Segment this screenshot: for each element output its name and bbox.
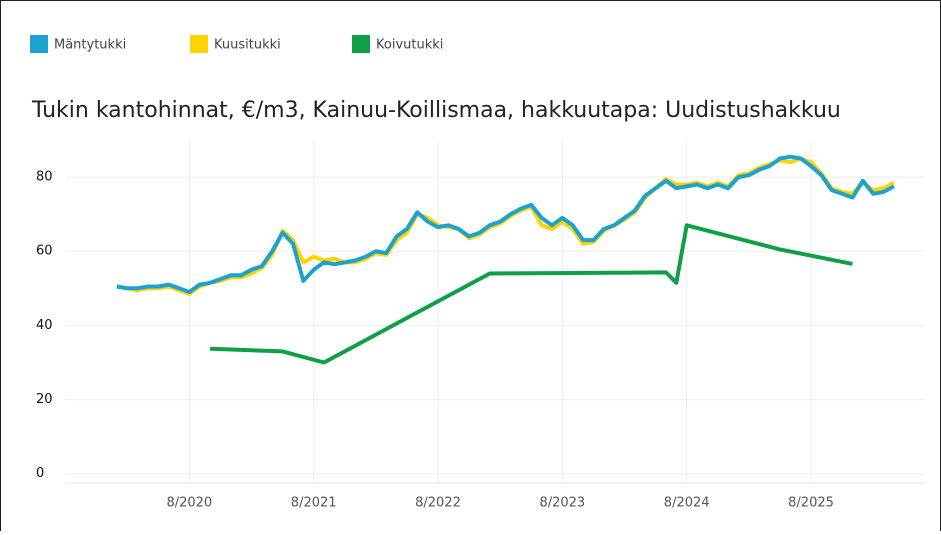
x-tick-label: 8/2025 [788, 496, 834, 511]
legend-swatch [30, 35, 48, 53]
legend-label: Mäntytukki [54, 38, 126, 53]
x-tick-label: 8/2021 [291, 496, 337, 511]
legend-label: Kuusitukki [214, 38, 281, 53]
x-tick-label: 8/2020 [166, 496, 212, 511]
legend-swatch [190, 35, 208, 53]
chart-title: Tukin kantohinnat, €/m3, Kainuu-Koillism… [31, 98, 841, 123]
legend-label: Koivutukki [376, 38, 443, 53]
y-tick-label: 0 [36, 466, 44, 481]
series-line [210, 223, 853, 365]
x-tick-label: 8/2022 [415, 496, 461, 511]
y-tick-label: 60 [36, 244, 53, 259]
x-tick-label: 8/2024 [664, 496, 710, 511]
y-tick-label: 80 [36, 170, 53, 185]
y-tick-label: 20 [36, 392, 53, 407]
x-tick-label: 8/2023 [539, 496, 585, 511]
y-tick-label: 40 [36, 318, 53, 333]
legend-swatch [352, 35, 370, 53]
series-line [116, 154, 895, 294]
